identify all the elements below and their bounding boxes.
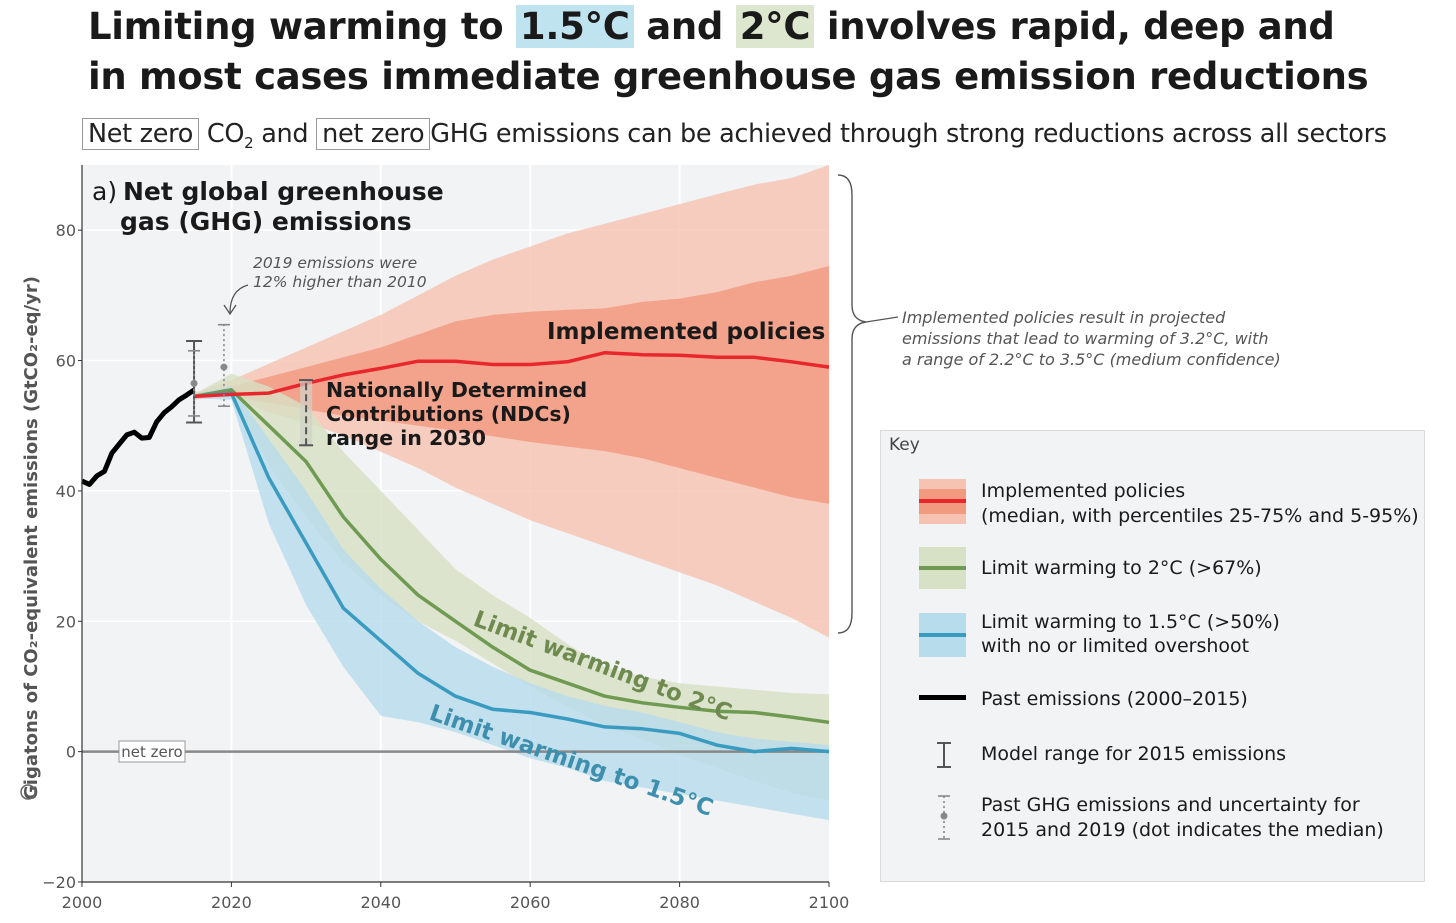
past-emissions-line [80,387,196,487]
swatch-two-line [919,566,966,570]
key-label-implemented-2: (median, with percentiles 25-75% and 5-9… [981,505,1419,527]
ndc-label-line3: range in 2030 [326,426,486,450]
headline-line1: Limiting warming to 1.5°C and 2°C involv… [88,5,1335,48]
annotation-2019-arrow [229,284,249,314]
ndc-label-line1: Nationally Determined [326,378,587,402]
x-tick-label-2000: 2000 [62,893,103,912]
key-label-uncertainty-2: 2015 and 2019 (dot indicates the median) [981,819,1384,841]
y-tick-label-0: 0 [66,743,76,762]
key-label-past: Past emissions (2000–2015) [981,688,1248,710]
panel-title-line1: Net global greenhouse [123,177,444,206]
y-tick-label-40: 40 [56,482,76,501]
brace-pointer [865,316,899,323]
brace-note-line2: emissions that lead to warming of 3.2°C,… [902,329,1269,348]
y-axis-label: Gigatons of CO₂-equivalent emissions (Gt… [21,276,42,800]
implemented-median-line [194,350,830,399]
y-tick-label-80: 80 [56,221,76,240]
info-icon [20,784,36,800]
panel-title-line2: gas (GHG) emissions [120,207,412,236]
ndc-label-line2: Contributions (NDCs) [326,402,571,426]
annotation-2019-arrowhead [223,304,237,316]
model-range-icon [937,742,951,768]
highlight-2: 2°C [735,5,815,48]
ndc-range-bar [300,380,313,446]
x-tick-label-2020: 2020 [211,893,252,912]
x-tick-label-2060: 2060 [510,893,551,912]
implemented-band-25-75 [194,266,830,504]
highlight-1-5: 1.5°C [515,5,634,48]
lines [80,350,830,754]
x-tick-label-2040: 2040 [360,893,401,912]
one5-degree-band [194,386,830,821]
one5-degree-median-line [193,391,830,754]
x-tick-label-2080: 2080 [659,893,700,912]
panel-title-prefix: a) [92,177,117,206]
legend-key: Key Implemented policies (median, with p… [880,430,1425,882]
net-zero-box-ghg: net zero [316,118,431,150]
key-label-model-range: Model range for 2015 emissions [981,743,1287,765]
headline: Limiting warming to 1.5°C and 2°C involv… [88,2,1448,102]
two-degree-median-line [193,388,830,725]
two-degree-band [194,373,830,801]
implemented-policies-label: Implemented policies [547,319,825,345]
net-zero-tag: net zero [121,743,183,761]
brace-note-line3: a range of 2.2°C to 3.5°C (medium confid… [902,350,1281,369]
net-zero-tag-box [118,740,186,763]
key-label-implemented-1: Implemented policies [981,480,1186,502]
net-zero-box-co2: Net zero [82,118,200,150]
uncertainty-marks [186,323,314,447]
x-tick-label-2100: 2100 [809,893,850,912]
swatch-implemented-line [919,499,966,503]
uncertainty-2015-median-dot [190,379,198,387]
brace [837,174,867,634]
y-tick-label-60: 60 [56,352,76,371]
y-tick-label-20: 20 [56,612,76,631]
swatch-past-line [919,695,966,700]
uncertainty-icon [938,795,950,840]
brace-note-line1: Implemented policies result in projected [902,308,1226,327]
y-tick-label--20: −20 [42,873,76,892]
bands [194,165,830,821]
headline-line2: in most cases immediate greenhouse gas e… [88,55,1369,98]
uncertainty-2019-median-dot [220,363,228,371]
annotation-2019-line1: 2019 emissions were [253,254,417,272]
key-label-two: Limit warming to 2°C (>67%) [981,557,1262,579]
swatch-one5-line [919,633,966,637]
key-label-one5-1: Limit warming to 1.5°C (>50%) [981,611,1280,633]
subtitle: Net zero CO2 and net zero GHG emissions c… [82,116,1452,161]
annotation-2019-line2: 12% higher than 2010 [253,273,427,291]
key-title: Key [889,435,920,455]
key-label-uncertainty-1: Past GHG emissions and uncertainty for [981,794,1360,816]
key-label-one5-2: with no or limited overshoot [981,635,1250,657]
